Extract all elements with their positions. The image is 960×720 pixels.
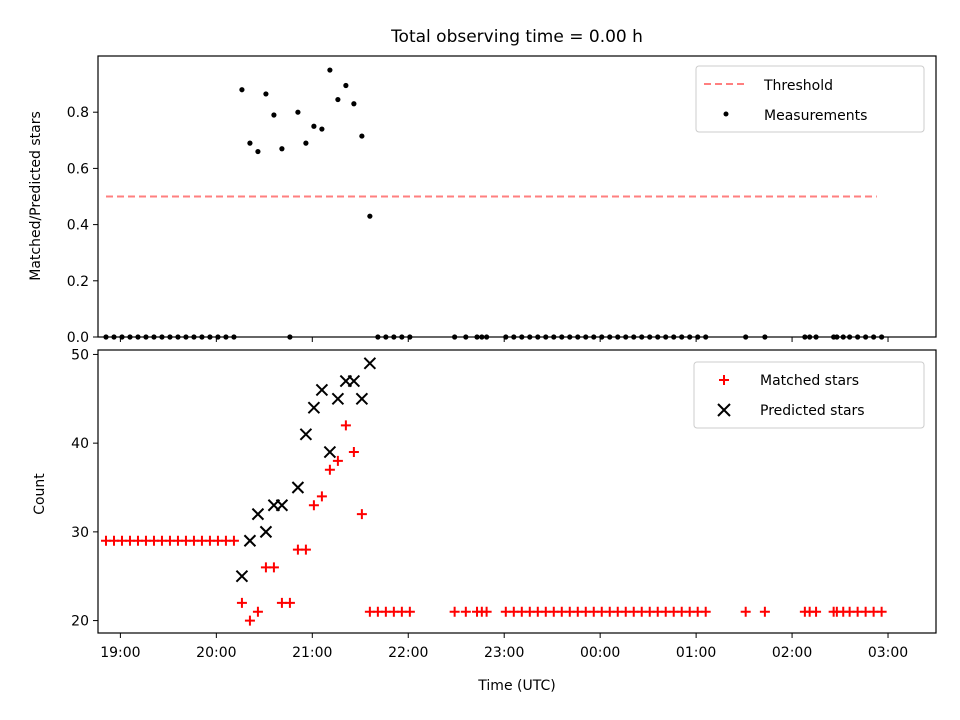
data-point (348, 447, 359, 458)
y-tick-label: 40 (71, 436, 89, 452)
legend-label-matched: Matched stars (760, 373, 859, 389)
data-point (876, 606, 887, 617)
data-point (235, 570, 249, 583)
y-tick-label: 20 (71, 614, 89, 630)
data-point (263, 91, 269, 97)
y-axis-label-ratio: Matched/Predicted stars (28, 111, 44, 281)
chart-title: Total observing time = 0.00 h (390, 27, 643, 47)
data-point (259, 525, 273, 539)
x-tick-label: 03:00 (868, 645, 908, 661)
x-tick-label: 23:00 (484, 645, 524, 661)
data-point (327, 67, 333, 73)
data-point (252, 606, 263, 617)
data-point (303, 140, 309, 146)
legend-label-threshold: Threshold (763, 78, 833, 94)
data-point (323, 445, 337, 459)
data-point (481, 606, 492, 617)
predicted-legend-swatch (717, 403, 731, 417)
data-point (279, 146, 285, 152)
data-point (311, 123, 317, 129)
data-point (243, 534, 257, 547)
data-point (300, 544, 311, 555)
data-point (236, 597, 247, 608)
legend-ratio: Threshold Measurements (695, 65, 925, 133)
y-tick-label: 0.8 (67, 105, 89, 121)
x-tick-label: 22:00 (388, 645, 428, 661)
matched-legend-swatch (719, 375, 729, 385)
x-tick-label: 19:00 (100, 645, 140, 661)
data-point (351, 101, 357, 107)
data-point (460, 606, 471, 617)
legend-label-measurements: Measurements (764, 108, 867, 124)
series-predicted-stars (235, 357, 377, 583)
data-point (307, 401, 321, 414)
data-point (367, 213, 373, 219)
axes-frame (97, 349, 937, 634)
data-point (335, 96, 341, 103)
y-tick-label: 0.0 (67, 330, 89, 346)
data-point (811, 606, 822, 617)
data-point (324, 464, 335, 475)
data-point (291, 481, 305, 494)
legend-box (695, 65, 925, 133)
y-tick-label: 50 (71, 347, 89, 363)
data-point (228, 535, 239, 546)
y-axis-label-count: Count (32, 473, 48, 515)
y-tick-label: 0.6 (67, 161, 89, 177)
data-point (255, 148, 261, 155)
data-point (308, 500, 319, 511)
data-point (331, 392, 345, 406)
data-point (356, 509, 367, 520)
data-point (315, 383, 329, 397)
data-point (340, 420, 351, 431)
data-point (449, 606, 460, 617)
axes-frame (97, 55, 937, 338)
data-point (700, 606, 711, 617)
data-point (239, 87, 245, 93)
data-point (275, 499, 289, 512)
data-point (332, 455, 343, 466)
data-point (355, 392, 369, 406)
data-point (740, 606, 751, 617)
x-tick-label: 01:00 (676, 645, 716, 661)
data-point (319, 126, 325, 132)
data-point (363, 357, 377, 370)
legend-count: Matched stars Predicted stars (693, 361, 925, 429)
data-point (251, 507, 265, 521)
y-tick-label: 0.2 (67, 274, 89, 290)
data-point (244, 615, 255, 626)
data-point (247, 140, 253, 146)
x-tick-label: 00:00 (580, 645, 620, 661)
data-point (299, 428, 313, 441)
data-point (295, 109, 301, 115)
data-point (284, 597, 295, 608)
x-axis-label: Time (UTC) (477, 678, 555, 694)
x-tick-label: 20:00 (196, 645, 236, 661)
data-point (268, 562, 279, 573)
series-measurements (103, 67, 885, 340)
measurements-legend-swatch (723, 111, 729, 117)
y-tick-label: 30 (71, 525, 89, 541)
legend-box (693, 361, 925, 429)
series-matched-stars (100, 420, 887, 626)
data-point (359, 133, 365, 139)
x-tick-label: 21:00 (292, 645, 332, 661)
data-point (759, 606, 770, 617)
data-point (343, 82, 349, 89)
x-tick-label: 02:00 (772, 645, 812, 661)
legend-label-predicted: Predicted stars (760, 403, 865, 419)
data-point (347, 374, 361, 388)
data-point (316, 491, 327, 502)
data-point (271, 112, 277, 118)
y-tick-label: 0.4 (67, 218, 89, 234)
data-point (404, 606, 415, 617)
